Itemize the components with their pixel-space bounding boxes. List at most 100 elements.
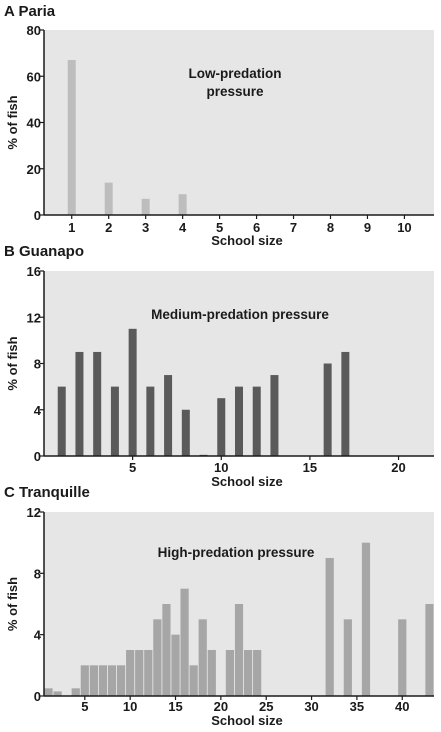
x-tick-label: 7 (290, 220, 297, 235)
y-tick-label: 20 (27, 162, 41, 177)
bar (128, 328, 137, 456)
panel-site-name: Guanapo (19, 243, 84, 260)
x-tick-label: 1 (68, 220, 75, 235)
bar (75, 351, 84, 456)
x-axis-label: School size (211, 713, 283, 728)
bar (178, 194, 187, 215)
y-tick-label: 4 (34, 403, 42, 418)
bar (225, 650, 235, 696)
x-tick-label: 20 (214, 699, 228, 714)
bar (164, 375, 173, 456)
bar (80, 665, 89, 696)
bar (341, 351, 350, 456)
bar (253, 650, 262, 696)
bar (234, 604, 244, 696)
panel-title: A Paria (4, 3, 56, 20)
bar (162, 604, 171, 696)
bar (93, 351, 102, 456)
bar (135, 650, 144, 696)
bar (198, 619, 207, 696)
x-tick-label: 5 (129, 460, 136, 475)
y-tick-label: 0 (34, 449, 41, 464)
bar (104, 182, 113, 216)
y-tick-label: 4 (34, 628, 42, 643)
bar (141, 198, 150, 215)
panel-letter: A (4, 3, 18, 20)
y-tick-label: 12 (27, 505, 41, 520)
y-tick-label: 60 (27, 69, 41, 84)
panel-letter: B (4, 243, 19, 260)
y-axis-label: % of fish (5, 95, 20, 149)
bar (235, 386, 243, 457)
x-tick-label: 5 (216, 220, 223, 235)
x-tick-label: 35 (350, 699, 364, 714)
x-tick-label: 30 (304, 699, 318, 714)
y-axis-label: % of fish (5, 577, 20, 631)
predation-annotation: High-predation pressure (158, 545, 315, 560)
bar (57, 386, 66, 457)
bar (181, 409, 190, 456)
y-tick-label: 80 (27, 23, 41, 38)
predation-annotation: Medium-predation pressure (151, 307, 329, 322)
panel-site-name: Paria (18, 3, 55, 20)
panel-title: C Tranquille (4, 484, 90, 501)
x-axis-label: School size (211, 474, 283, 489)
plot-background (44, 30, 434, 215)
bar (180, 588, 189, 696)
bar (343, 619, 352, 696)
y-tick-label: 16 (27, 264, 41, 279)
bar (107, 665, 117, 696)
y-tick-label: 0 (34, 689, 41, 704)
bar (144, 650, 153, 696)
bar (243, 650, 253, 696)
bar (126, 650, 135, 696)
bar (171, 634, 180, 696)
bar (146, 386, 155, 457)
bar (67, 60, 76, 216)
x-tick-label: 4 (179, 220, 187, 235)
x-tick-label: 5 (81, 699, 88, 714)
x-tick-label: 40 (395, 699, 409, 714)
y-tick-label: 8 (34, 357, 41, 372)
bar (110, 386, 119, 457)
x-axis-label: School size (211, 233, 283, 248)
bar (270, 375, 279, 456)
panel-letter: C (4, 484, 19, 501)
panel-site-name: Tranquille (19, 484, 90, 501)
y-tick-label: 0 (34, 208, 41, 223)
bar (252, 386, 261, 457)
x-tick-label: 10 (397, 220, 411, 235)
bar (189, 665, 198, 696)
x-tick-label: 10 (214, 460, 228, 475)
bar (325, 558, 334, 696)
predation-annotation: pressure (206, 84, 264, 99)
y-tick-label: 8 (34, 566, 41, 581)
bar (71, 688, 80, 696)
y-axis-label: % of fish (5, 336, 20, 390)
x-tick-label: 3 (142, 220, 149, 235)
bar (44, 688, 53, 696)
bar (53, 691, 62, 696)
x-tick-label: 6 (253, 220, 260, 235)
x-tick-label: 8 (327, 220, 334, 235)
x-tick-label: 15 (168, 699, 182, 714)
panel-b: B Guanapo 0 4 8 12 16 5 10 15 20 School size % of f… (4, 243, 434, 489)
x-tick-label: 15 (303, 460, 317, 475)
bar (89, 665, 98, 696)
bar (153, 619, 162, 696)
x-tick-label: 20 (391, 460, 405, 475)
predation-annotation: Low-predation (189, 66, 282, 81)
x-tick-label: 10 (123, 699, 137, 714)
bar (207, 650, 216, 696)
bar (398, 619, 407, 696)
panel-a: A Paria 0 20 40 60 80 1 2 3 4 5 6 7 8 9 10 School size % … (4, 3, 434, 248)
x-tick-label: 2 (105, 220, 112, 235)
y-tick-label: 12 (27, 310, 41, 325)
panel-c: C Tranquille 0 4 8 12 5 10 15 20 25 30 35 40 School s… (4, 484, 434, 728)
bar (98, 665, 108, 696)
x-tick-label: 9 (364, 220, 371, 235)
bar (425, 604, 434, 696)
bar (361, 542, 371, 696)
panel-title: B Guanapo (4, 243, 84, 260)
